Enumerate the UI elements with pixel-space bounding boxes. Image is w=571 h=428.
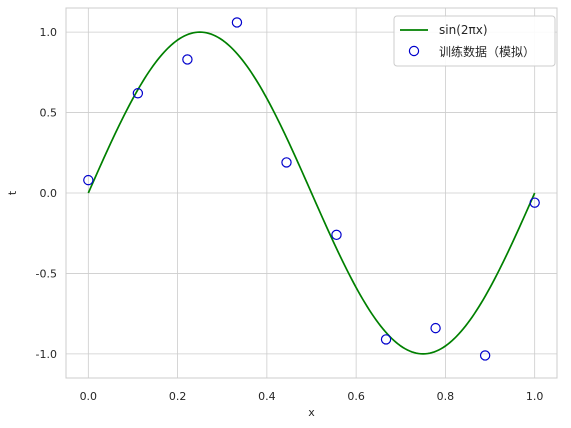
x-axis-label: x [308,406,315,419]
y-tick-label: -0.5 [36,267,57,280]
y-axis-label: t [6,190,19,195]
sine-curve [87,31,536,355]
y-tick-label: 0.5 [40,107,58,120]
x-tick-label: 0.4 [258,390,276,403]
data-point [529,197,540,208]
data-point [182,54,193,65]
x-tick-label: 0.6 [347,390,365,403]
x-tick-label: 0.0 [80,390,98,403]
data-point [231,17,243,28]
data-point [380,334,392,345]
data-point [281,157,292,168]
tick-labels: 0.0 0.2 0.4 0.6 0.8 1.0 1.0 0.5 0.0 -0.5 -1.0 [36,26,544,403]
data-point [83,174,94,186]
y-tick-label: 0.0 [40,187,58,200]
x-tick-label: 0.2 [169,390,187,403]
legend-label-sine: sin(2πx) [439,23,488,37]
legend-marker-swatch [408,45,420,57]
data-point [331,229,342,241]
data-point [430,322,441,334]
series-layer [83,17,540,361]
x-tick-label: 1.0 [526,390,544,403]
axes-frame [65,7,558,379]
plot-frame [65,7,558,379]
legend-box [393,15,556,67]
data-point [132,88,144,99]
data-point [479,350,491,361]
x-tick-label: 0.8 [437,390,455,403]
legend-label-training-data: 训练数据（模拟） [439,44,535,59]
y-tick-label: 1.0 [40,26,58,39]
legend: sin(2πx) 训练数据（模拟） [393,15,556,67]
y-tick-label: -1.0 [36,348,57,361]
